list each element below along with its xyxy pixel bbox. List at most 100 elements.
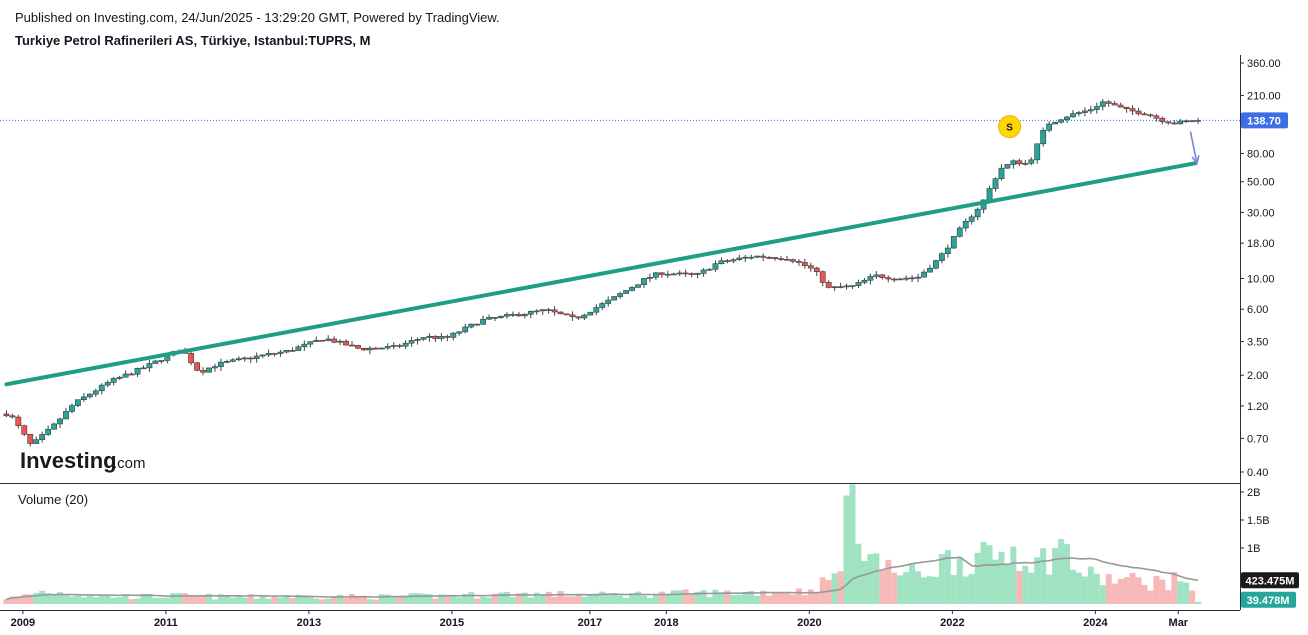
volume-bar xyxy=(909,563,916,604)
volume-bar xyxy=(795,588,802,604)
candle-down xyxy=(807,265,814,269)
candle-up xyxy=(426,335,433,338)
volume-bar xyxy=(122,594,129,604)
candle-up xyxy=(676,272,683,275)
volume-bar xyxy=(813,593,820,604)
candle-down xyxy=(879,274,886,278)
candle-up xyxy=(861,279,868,283)
published-caption: Published on Investing.com, 24/Jun/2025 … xyxy=(15,10,500,25)
candle-up xyxy=(1028,159,1035,164)
volume-bar xyxy=(57,592,64,604)
candle-up xyxy=(956,227,963,237)
candle-up xyxy=(1081,110,1088,113)
candle-up xyxy=(1070,113,1076,118)
price-tick-label: 0.40 xyxy=(1247,467,1268,479)
candle-down xyxy=(1123,106,1130,109)
volume-bar xyxy=(998,551,1005,604)
candle-up xyxy=(700,269,707,274)
signal-circle xyxy=(998,115,1022,139)
candle-up xyxy=(921,271,927,278)
volume-bar xyxy=(170,593,177,604)
candle-up xyxy=(152,360,159,364)
candle-up xyxy=(1034,143,1041,161)
volume-bar xyxy=(801,595,808,604)
volume-bar xyxy=(551,596,558,604)
last-price-tag: 138.70 xyxy=(1241,112,1288,129)
volume-bar xyxy=(646,597,653,604)
candle-up xyxy=(742,256,749,259)
volume-bar xyxy=(819,577,826,604)
candle-up xyxy=(706,268,713,271)
volume-bar xyxy=(1105,574,1112,604)
candle-down xyxy=(1171,122,1178,125)
candle-up xyxy=(57,418,63,425)
volume-bar xyxy=(211,599,218,604)
symbol-title: Turkiye Petrol Rafinerileri AS, Türkiye,… xyxy=(15,33,371,48)
volume-bar xyxy=(789,594,796,604)
volume-bar xyxy=(527,597,534,604)
time-tick-label: 2015 xyxy=(440,617,464,629)
volume-bar xyxy=(766,595,773,604)
volume-ma-value: 423.475M xyxy=(1246,575,1295,587)
volume-axis[interactable]: 2B 1.5B 1B xyxy=(1240,487,1270,555)
volume-bar xyxy=(587,594,594,604)
candle-up xyxy=(63,411,69,420)
trend-line[interactable] xyxy=(4,161,1198,387)
volume-bar xyxy=(736,594,743,604)
price-tick-label: 80.00 xyxy=(1247,148,1275,160)
volume-bar xyxy=(21,594,28,604)
candle-up xyxy=(45,428,52,435)
time-tick-label: 2013 xyxy=(297,617,321,629)
volume-bar xyxy=(1022,565,1029,604)
volume-bar xyxy=(1058,539,1065,604)
signal-marker[interactable]: S xyxy=(998,115,1022,139)
candle-up xyxy=(1004,164,1011,169)
candle-down xyxy=(271,353,278,355)
candle-down xyxy=(1117,104,1124,108)
candle-down xyxy=(795,261,802,263)
volume-tick-label: 1.5B xyxy=(1247,515,1270,527)
volume-bar xyxy=(1123,577,1130,604)
volume-bar xyxy=(86,595,93,604)
candle-up xyxy=(450,332,457,338)
price-tick-label: 30.00 xyxy=(1247,207,1275,219)
volume-bar xyxy=(140,593,147,604)
volume-bar xyxy=(867,554,874,604)
volume-bar xyxy=(45,593,52,604)
volume-title: Volume (20) xyxy=(18,492,88,507)
candle-down xyxy=(1105,101,1112,104)
volume-ma-line xyxy=(6,556,1199,600)
volume-bar xyxy=(1093,573,1100,604)
candle-up xyxy=(414,339,421,341)
volume-bar xyxy=(337,594,344,604)
candle-up xyxy=(307,341,314,345)
volume-bar xyxy=(1040,548,1047,604)
volume-bar xyxy=(480,596,487,604)
candle-up xyxy=(218,361,224,367)
time-axis[interactable]: 2009 2011 2013 2015 2017 2018 2020 2022 2024 Mar xyxy=(11,610,1189,629)
candle-up xyxy=(146,363,153,369)
candle-down xyxy=(819,271,826,283)
candle-down xyxy=(801,262,808,266)
volume-bar xyxy=(1117,578,1124,604)
candle-up xyxy=(122,373,129,378)
volume-bar xyxy=(164,597,171,604)
volume-bar xyxy=(754,595,761,604)
volume-bar xyxy=(402,595,409,604)
volume-bar xyxy=(152,597,159,604)
volume-bar xyxy=(1069,569,1076,604)
price-tick-label: 18.00 xyxy=(1247,238,1275,250)
candle-up xyxy=(664,273,671,276)
volume-bar xyxy=(456,597,463,604)
volume-bar xyxy=(694,591,701,604)
volume-bar xyxy=(1064,544,1071,604)
candle-up xyxy=(134,368,141,375)
volume-bar xyxy=(110,597,117,604)
volume-bar xyxy=(354,595,361,604)
volume-bar xyxy=(903,572,910,604)
candle-up xyxy=(80,396,87,400)
volume-bar xyxy=(366,599,373,604)
forecast-arrow[interactable] xyxy=(1189,131,1200,166)
candle-up xyxy=(75,399,81,406)
